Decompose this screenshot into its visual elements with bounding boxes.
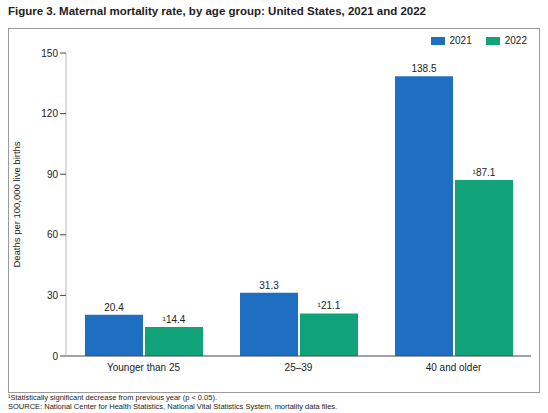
svg-text:Younger than 25: Younger than 25	[107, 362, 180, 373]
html-text:2021: 2021	[449, 35, 472, 46]
svg-text:¹14.4: ¹14.4	[163, 314, 186, 325]
svg-text:138.5: 138.5	[411, 63, 436, 74]
html-text:¹Statistically significant dec: ¹Statistically significant decrease from…	[8, 393, 218, 402]
html-text:Figure 3. Maternal mortality r: Figure 3. Maternal mortality rate, by ag…	[8, 5, 426, 17]
svg-text:120: 120	[41, 108, 58, 119]
svg-text:40 and older: 40 and older	[426, 362, 482, 373]
svg-text:0: 0	[52, 351, 58, 362]
svg-text:20.4: 20.4	[104, 302, 124, 313]
svg-text:90: 90	[47, 169, 59, 180]
html-text:2022: 2022	[504, 35, 527, 46]
svg-text:31.3: 31.3	[259, 280, 279, 291]
svg-text:30: 30	[47, 290, 59, 301]
svg-text:Deaths per 100,000 live births: Deaths per 100,000 live births	[11, 141, 22, 267]
html-text:SOURCE: National Center for He: SOURCE: National Center for Health Stati…	[8, 402, 338, 411]
svg-text:60: 60	[47, 229, 59, 240]
svg-text:150: 150	[41, 48, 58, 59]
svg-text:¹21.1: ¹21.1	[318, 300, 341, 311]
svg-text:25–39: 25–39	[285, 362, 313, 373]
svg-text:¹87.1: ¹87.1	[473, 167, 496, 178]
